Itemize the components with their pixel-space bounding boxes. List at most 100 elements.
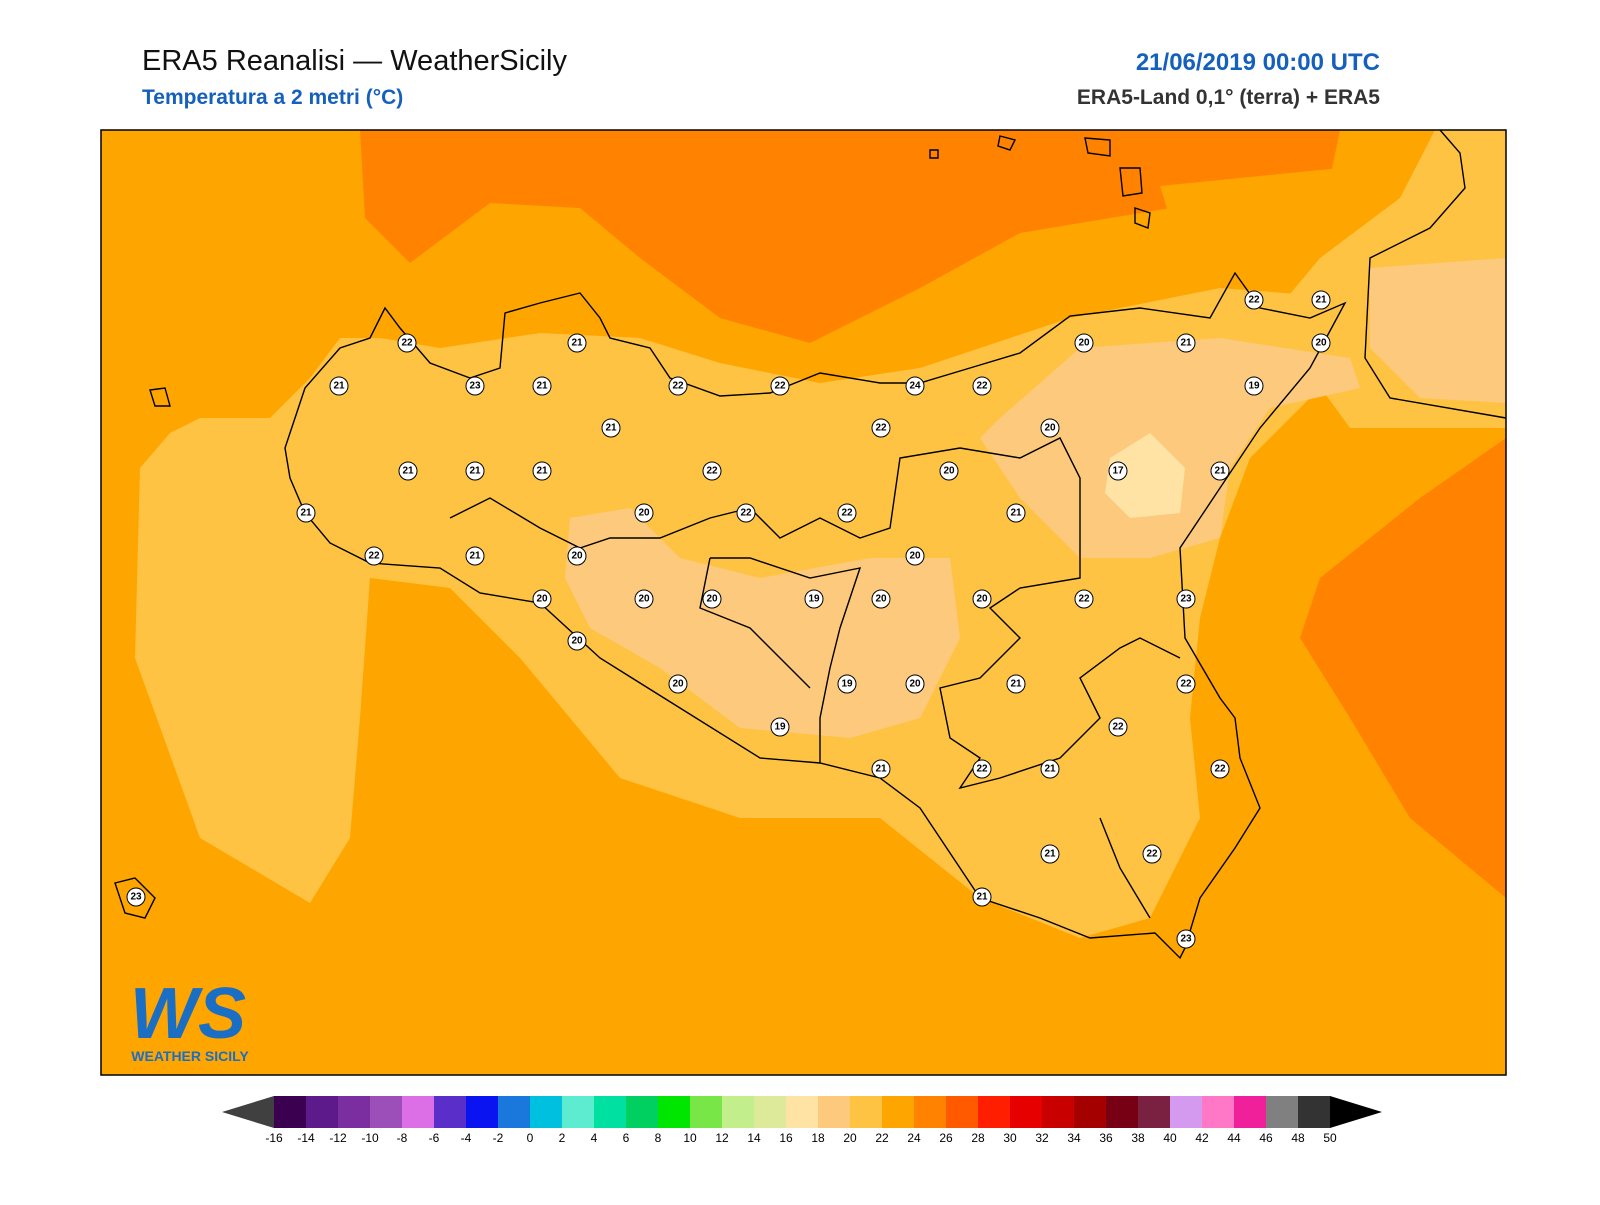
station-marker <box>1108 717 1128 737</box>
station-value: 22 <box>1180 679 1192 690</box>
station-value: 22 <box>1112 722 1124 733</box>
colorbar-box <box>498 1096 530 1128</box>
station-marker <box>702 589 722 609</box>
colorbar-box <box>946 1096 978 1128</box>
colorbar-tick-label: 44 <box>1227 1131 1241 1145</box>
title: ERA5 Reanalisi — WeatherSicily <box>142 45 567 77</box>
station-marker <box>1210 759 1230 779</box>
colorbar-tick-label: 2 <box>559 1131 566 1145</box>
colorbar-tick-label: -14 <box>297 1131 315 1145</box>
station-labels: 22 21 21 23 21 22 22 21 21 21 21 22 21 20 22 22 22 21 20 20… <box>126 290 1331 949</box>
colorbar-box <box>626 1096 658 1128</box>
colorbar-tick-label: 42 <box>1195 1131 1209 1145</box>
station-value: 22 <box>1078 594 1090 605</box>
station-value: 23 <box>130 892 142 903</box>
colorbar-box <box>1138 1096 1170 1128</box>
station-marker <box>1176 674 1196 694</box>
station-value: 22 <box>706 466 718 477</box>
station-value: 21 <box>469 551 481 562</box>
colorbar-tick-label: -12 <box>329 1131 347 1145</box>
station-value: 20 <box>571 636 583 647</box>
station-marker <box>972 376 992 396</box>
station-marker <box>532 589 552 609</box>
station-value: 19 <box>808 594 820 605</box>
station-marker <box>567 546 587 566</box>
colorbar-over <box>1330 1096 1382 1128</box>
station-marker <box>398 461 418 481</box>
station-value: 20 <box>1315 338 1327 349</box>
colorbar-box <box>370 1096 402 1128</box>
station-value: 21 <box>1180 338 1192 349</box>
station-value: 17 <box>1112 466 1124 477</box>
station-marker <box>837 674 857 694</box>
station-value: 23 <box>1180 594 1192 605</box>
colorbar-tick-label: 24 <box>907 1131 921 1145</box>
colorbar-tick-label: 30 <box>1003 1131 1017 1145</box>
logo-mark: WS <box>130 974 246 1054</box>
colorbar-box <box>274 1096 306 1128</box>
station-value: 21 <box>605 423 617 434</box>
station-marker <box>465 376 485 396</box>
station-marker <box>1244 376 1264 396</box>
station-value: 20 <box>943 466 955 477</box>
station-value: 22 <box>841 508 853 519</box>
colorbar-box <box>978 1096 1010 1128</box>
station-marker <box>736 503 756 523</box>
station-marker <box>465 461 485 481</box>
colorbar-box <box>1010 1096 1042 1128</box>
station-value: 22 <box>976 381 988 392</box>
station-marker <box>770 376 790 396</box>
station-marker <box>364 546 384 566</box>
colorbar-box <box>722 1096 754 1128</box>
colorbar-tick-label: -4 <box>461 1131 472 1145</box>
station-marker <box>601 418 621 438</box>
station-marker <box>1176 929 1196 949</box>
station-marker <box>1244 290 1264 310</box>
colorbar-box <box>882 1096 914 1128</box>
colorbar-box <box>1106 1096 1138 1128</box>
coastline <box>114 129 1507 960</box>
station-value: 21 <box>1010 679 1022 690</box>
station-marker <box>532 376 552 396</box>
station-marker <box>1074 333 1094 353</box>
station-marker <box>702 461 722 481</box>
station-value: 22 <box>1146 849 1158 860</box>
colorbar-tick-label: -16 <box>265 1131 283 1145</box>
station-marker <box>905 674 925 694</box>
station-value: 21 <box>976 892 988 903</box>
station-value: 21 <box>402 466 414 477</box>
colorbar-tick-label: 26 <box>939 1131 953 1145</box>
colorbar-tick-label: 28 <box>971 1131 985 1145</box>
colorbar-box <box>530 1096 562 1128</box>
colorbar-box <box>850 1096 882 1128</box>
station-value: 21 <box>1044 764 1056 775</box>
colorbar-box <box>402 1096 434 1128</box>
station-marker <box>465 546 485 566</box>
colorbar-box <box>1170 1096 1202 1128</box>
colorbar-tick-label: 14 <box>747 1131 761 1145</box>
colorbar-box <box>594 1096 626 1128</box>
colorbar-box <box>1202 1096 1234 1128</box>
station-value: 21 <box>469 466 481 477</box>
station-value: 21 <box>1044 849 1056 860</box>
station-marker <box>905 376 925 396</box>
logo-text: WEATHER SICILY <box>131 1048 249 1064</box>
station-marker <box>1311 333 1331 353</box>
station-marker <box>871 589 891 609</box>
station-value: 20 <box>909 551 921 562</box>
station-marker <box>1108 461 1128 481</box>
station-value: 20 <box>875 594 887 605</box>
station-marker <box>1040 759 1060 779</box>
colorbar-box <box>1074 1096 1106 1128</box>
station-marker <box>567 333 587 353</box>
colorbar-tick-label: -2 <box>493 1131 504 1145</box>
station-marker <box>871 418 891 438</box>
station-marker <box>1311 290 1331 310</box>
station-marker <box>1142 844 1162 864</box>
station-value: 23 <box>1180 934 1192 945</box>
station-marker <box>804 589 824 609</box>
colorbar-tick-label: 20 <box>843 1131 857 1145</box>
station-value: 20 <box>638 508 650 519</box>
station-value: 22 <box>875 423 887 434</box>
station-value: 21 <box>1214 466 1226 477</box>
